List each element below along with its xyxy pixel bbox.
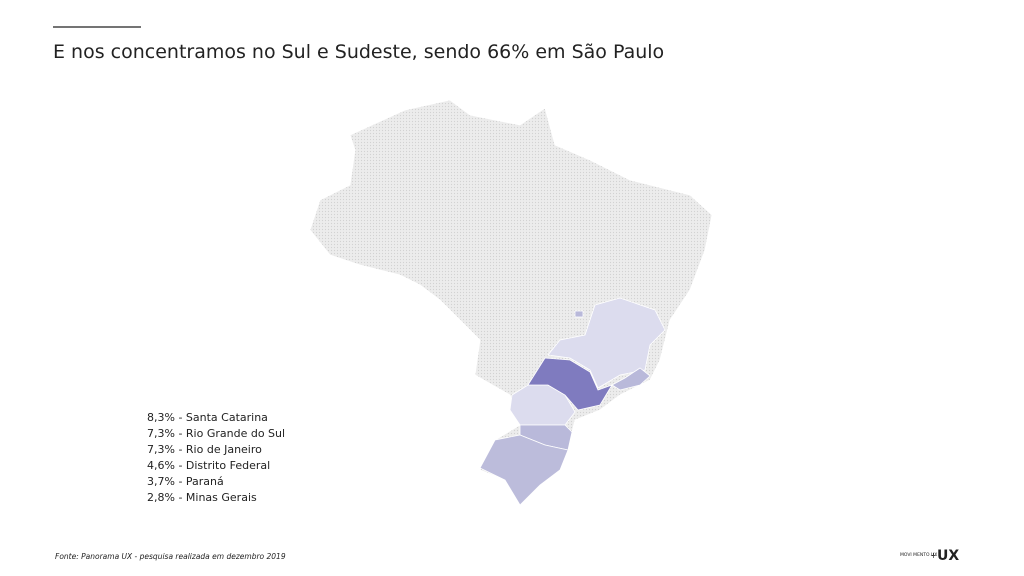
logo-plus: + <box>930 551 937 560</box>
title: E nos concentramos no Sul e Sudeste, sen… <box>53 41 664 63</box>
source-note: Fonte: Panorama UX - pesquisa realizada … <box>55 552 286 561</box>
rio-de-janeiro <box>611 367 651 391</box>
legend-item: 7,3% - Rio Grande do Sul <box>147 427 285 440</box>
map <box>309 99 713 506</box>
logo-big: UX <box>937 548 959 564</box>
logo-small: MOVI MENTO UX <box>900 552 937 558</box>
legend: 8,3% - Santa Catarina 7,3% - Rio Grande … <box>147 411 285 504</box>
distrito-federal <box>574 310 584 318</box>
legend-item: 3,7% - Paraná <box>147 475 224 488</box>
logo: MOVI MENTO UX + UX <box>900 548 959 564</box>
legend-item: 4,6% - Distrito Federal <box>147 459 270 472</box>
legend-item: 2,8% - Minas Gerais <box>147 491 257 504</box>
rio-grande-do-sul <box>479 434 569 506</box>
minas-gerais <box>547 297 666 389</box>
legend-item: 8,3% - Santa Catarina <box>147 411 268 424</box>
sao-paulo <box>527 357 613 411</box>
legend-item: 7,3% - Rio de Janeiro <box>147 443 262 456</box>
